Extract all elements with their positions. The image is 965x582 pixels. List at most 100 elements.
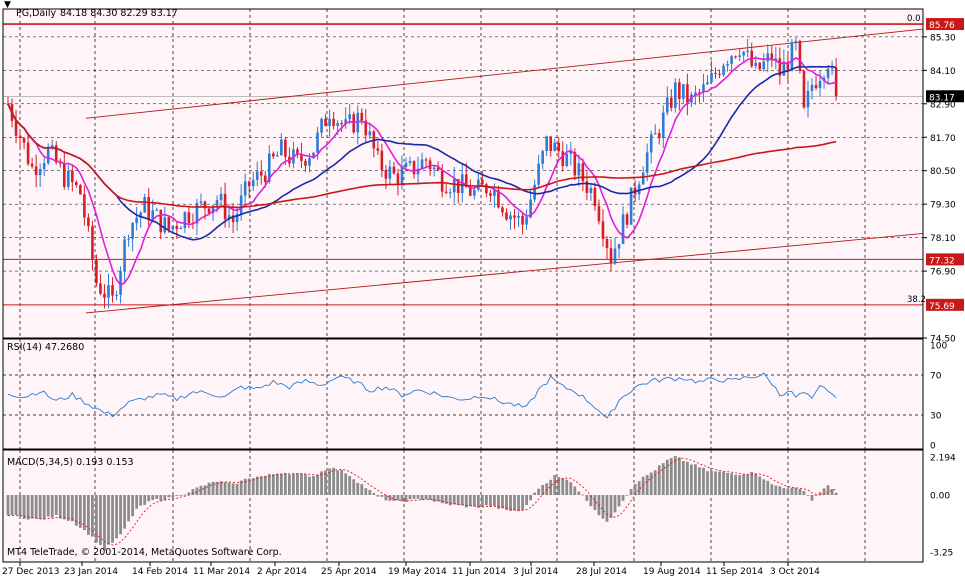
channel-lower-line[interactable] (85, 232, 924, 314)
candle-body (782, 61, 786, 76)
candle-body (565, 153, 569, 167)
candle-body (722, 65, 725, 75)
macd-histogram-bar (734, 474, 738, 495)
candle-body (71, 170, 74, 183)
level-price-tag (926, 253, 964, 266)
macd-histogram-bar (468, 495, 472, 507)
macd-histogram-bar (42, 495, 46, 520)
candle-body (91, 226, 94, 261)
macd-histogram-bar (513, 495, 516, 511)
candle-body (14, 120, 18, 136)
candle-body (661, 112, 665, 139)
last-price-tag (926, 90, 964, 103)
macd-histogram-bar (191, 489, 195, 495)
price-pane-border (2, 8, 924, 339)
macd-histogram-bar (404, 495, 408, 502)
trend-channel[interactable] (85, 28, 924, 314)
price-pane-background (3, 9, 923, 338)
macd-histogram-bar (336, 470, 340, 495)
macd-histogram-bar (601, 495, 605, 519)
macd-histogram-bar (247, 478, 251, 495)
macd-histogram-bar (91, 495, 94, 537)
candle-body (364, 120, 368, 136)
candle-body (151, 210, 155, 220)
macd-histogram-bar (581, 494, 585, 496)
date-tick-label: 11 Mar 2014 (193, 567, 250, 577)
candle-body (609, 248, 613, 264)
macd-histogram-bar (308, 476, 311, 495)
macd-histogram-bar (593, 495, 597, 511)
candle-body (219, 193, 223, 201)
macd-histogram-bar (171, 495, 175, 498)
candle-body (436, 167, 440, 171)
macd-histogram-bar (332, 467, 336, 495)
macd-histogram-bar (826, 485, 830, 495)
macd-histogram-bar (605, 495, 609, 522)
candle-body (243, 181, 247, 196)
candle-body (778, 58, 782, 76)
horizontal-levels[interactable]: 0.0 38.2 (3, 14, 926, 306)
macd-histogram-bar (814, 495, 818, 496)
macd-histogram-bar (790, 487, 794, 495)
channel-upper-line[interactable] (85, 28, 924, 119)
candle-body (645, 152, 649, 173)
candle-body (440, 170, 444, 192)
candle-body (296, 149, 299, 155)
candle-body (356, 112, 360, 133)
macd-histogram-bar (420, 495, 424, 500)
macd-histogram-bar (798, 488, 802, 495)
macd-histogram-bar (408, 495, 412, 500)
level-price-tag (926, 18, 964, 31)
candle-body (806, 90, 810, 108)
candle-body (766, 53, 770, 62)
candle-body (621, 214, 625, 245)
candle-body (376, 148, 380, 151)
candle-body (380, 150, 384, 170)
candle-body (147, 197, 150, 220)
macd-histogram-bar (82, 495, 86, 530)
candle-body (300, 154, 303, 161)
macd-histogram-bar (199, 485, 203, 495)
candle-body (284, 139, 287, 157)
candle-body (159, 209, 163, 233)
macd-histogram-bar (412, 495, 416, 499)
candle-body (320, 118, 323, 133)
candle-body (67, 170, 70, 187)
candle-body (489, 193, 492, 196)
candle-body (316, 132, 319, 153)
macd-histogram-bar (62, 495, 66, 520)
macd-histogram-bar (344, 473, 348, 495)
candle-body (794, 40, 798, 43)
candle-body (549, 136, 552, 152)
rsi-line (7, 372, 837, 419)
macd-histogram-bar (392, 495, 396, 501)
macd-histogram-bar (569, 482, 573, 495)
macd-histogram-bar (275, 473, 279, 495)
macd-histogram-bar (139, 495, 143, 506)
macd-histogram-bar (66, 495, 70, 521)
candle-body (171, 226, 175, 230)
candle-body (509, 215, 512, 220)
candle-body (529, 199, 532, 218)
candle-body (617, 244, 621, 249)
fib-level-label: 38.2 (907, 295, 926, 305)
macd-histogram-bar (215, 481, 219, 495)
macd-histogram-bar (320, 471, 323, 495)
macd-histogram-bar (324, 470, 327, 495)
macd-histogram-bar (356, 482, 360, 495)
candle-body (412, 160, 416, 175)
date-tick-label: 19 May 2014 (388, 567, 447, 577)
date-tick-label: 11 Jun 2014 (452, 567, 506, 577)
candle-body (312, 152, 315, 159)
candle-body (304, 160, 307, 166)
macd-histogram-bar (460, 495, 464, 506)
macd-histogram-bar (480, 495, 484, 507)
candle-body (834, 67, 838, 97)
macd-histogram-bar (312, 476, 315, 495)
candle-body (384, 169, 388, 179)
candle-body (388, 166, 392, 179)
rsi-tick-label: 30 (930, 412, 942, 422)
macd-histogram-bar (271, 474, 275, 495)
